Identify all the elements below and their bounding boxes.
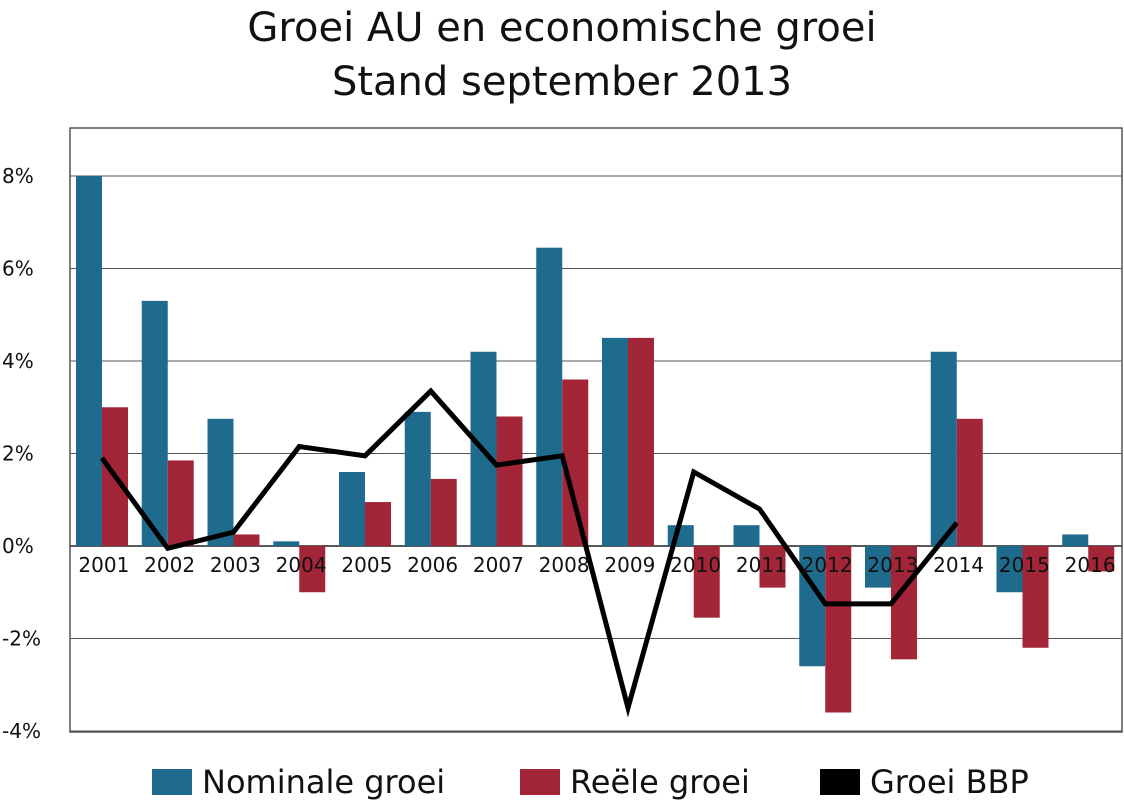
y-tick-label: 2% (2, 442, 34, 466)
legend-swatch-bbp (820, 769, 860, 795)
bar-nominale-groei (141, 300, 168, 546)
legend-label-bbp: Groei BBP (870, 763, 1029, 801)
category-label: 2010 (670, 553, 721, 577)
chart-area: 8%6%4%2%0%-2%-4% 2001 2002 2003 2004 2005 200… (2, 127, 1123, 743)
bar-reele-groei (430, 478, 457, 546)
bar-nominale-groei (602, 337, 628, 546)
category-label: 2006 (407, 553, 458, 577)
category-label: 2013 (867, 553, 918, 577)
category-label: 2014 (933, 553, 984, 577)
bar-nominale-groei (207, 418, 234, 546)
y-tick-label: 8% (2, 164, 34, 188)
bars-group (76, 176, 1115, 713)
bar-reele-groei (1088, 546, 1115, 572)
category-label: 2002 (144, 553, 195, 577)
bar-nominale-groei (273, 541, 300, 546)
chart-title-line-2: Stand september 2013 (331, 59, 793, 105)
category-label: 2011 (736, 553, 787, 577)
bar-reele-groei (693, 546, 720, 618)
bbp-point (167, 547, 169, 549)
legend-label-reele: Reële groei (570, 763, 750, 801)
bbp-point (101, 457, 103, 459)
bar-reele-groei (299, 546, 326, 593)
legend-item-bbp: Groei BBP (820, 760, 1029, 804)
category-label: 2005 (341, 553, 392, 577)
bar-nominale-groei (799, 546, 826, 667)
bbp-point (364, 455, 366, 457)
bar-reele-groei (891, 546, 917, 660)
bar-nominale-groei (339, 472, 365, 546)
bar-reele-groei (496, 416, 523, 546)
y-tick-label: -2% (2, 627, 41, 651)
bbp-point (298, 446, 300, 448)
bar-nominale-groei (733, 525, 760, 546)
bbp-point (759, 508, 760, 510)
category-label: 2008 (539, 553, 590, 577)
bbp-point (430, 390, 432, 392)
bar-reele-groei (956, 418, 983, 546)
bbp-point (693, 471, 695, 473)
bar-nominale-groei (536, 247, 563, 546)
chart-title-line-1: Groei AU en economische groei (247, 5, 877, 51)
category-labels: 2001 2002 2003 2004 2005 2006 2007 2008 2009 2010… (78, 553, 1115, 577)
category-label: 2007 (473, 553, 524, 577)
plot-frame (69, 127, 1123, 733)
bbp-point (890, 603, 892, 605)
legend: Nominale groei Reële groei Groei BBP (0, 760, 1124, 804)
bar-reele-groei (759, 546, 786, 588)
category-label: 2004 (276, 553, 327, 577)
category-label: 2015 (999, 553, 1050, 577)
bar-nominale-groei (865, 546, 891, 588)
bar-reele-groei (1022, 546, 1049, 648)
y-tick-label: 6% (2, 257, 34, 281)
bbp-line (99, 387, 959, 718)
bar-reele-groei (628, 337, 654, 546)
bar-reele-groei (167, 460, 194, 546)
bbp-point (824, 603, 826, 605)
y-tick-label: -4% (2, 719, 41, 743)
bar-nominale-groei (930, 351, 957, 546)
category-label: 2009 (604, 553, 655, 577)
legend-swatch-nominale (152, 769, 192, 795)
bbp-point (233, 531, 234, 533)
bar-nominale-groei (404, 411, 431, 546)
bar-nominale-groei (996, 546, 1023, 593)
bar-nominale-groei (76, 176, 102, 546)
bar-reele-groei (365, 502, 391, 546)
bbp-point (627, 707, 629, 709)
bar-reele-groei (233, 534, 260, 546)
legend-item-reele: Reële groei (520, 760, 750, 804)
category-label: 2003 (210, 553, 261, 577)
y-tick-label: 4% (2, 349, 34, 373)
category-label: 2001 (78, 553, 129, 577)
category-label: 2016 (1065, 553, 1116, 577)
legend-item-nominale: Nominale groei (152, 760, 445, 804)
legend-swatch-reele (520, 769, 560, 795)
y-tick-label: 0% (2, 534, 34, 558)
bar-reele-groei (825, 546, 852, 713)
category-label: 2012 (802, 553, 853, 577)
bbp-point (496, 464, 497, 466)
bbp-point (956, 522, 958, 524)
legend-label-nominale: Nominale groei (202, 763, 446, 801)
bbp-point (561, 455, 563, 457)
y-tick-labels: 8% 6% 4% 2% 0% -2% -4% (2, 164, 41, 743)
bar-nominale-groei (1062, 534, 1089, 546)
bbp-line-group (99, 387, 959, 718)
